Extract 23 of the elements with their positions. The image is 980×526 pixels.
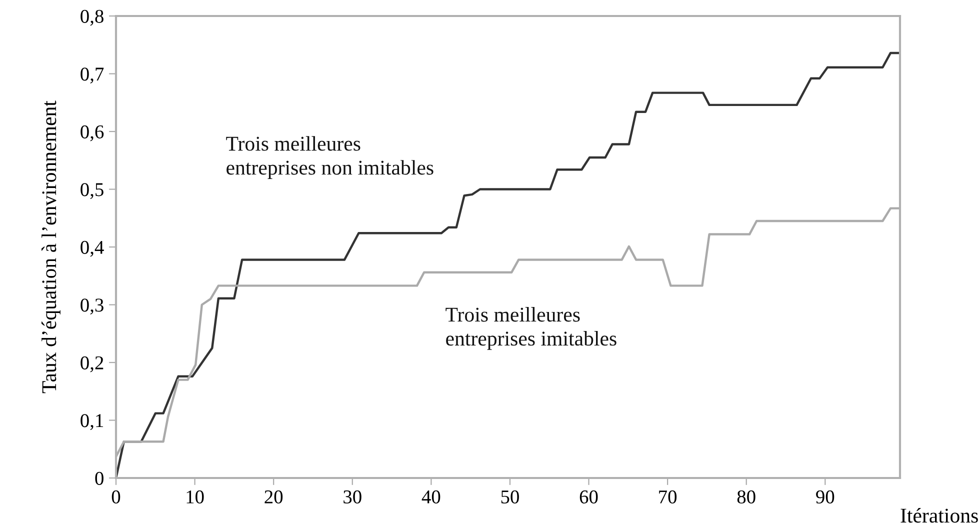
x-tick-label: 60 [580,490,598,504]
x-tick-label: 20 [264,490,283,504]
y-tick-label: 0,2 [80,356,104,372]
x-tick-label: 80 [737,490,756,504]
y-tick-label: 0 [95,472,104,485]
y-axis-title: Taux d’équation à l’environnement [42,100,60,394]
y-tick-label: 0,5 [80,183,104,199]
series-label: Trois meilleures entreprises non imitables [226,136,434,179]
y-tick-label: 0,6 [80,125,104,142]
x-tick-label: 30 [344,490,362,504]
x-tick-label: 90 [816,490,834,504]
x-tick-label: 50 [501,490,519,504]
y-tick-label: 0,1 [80,414,104,430]
x-tick-label: 10 [186,490,204,504]
y-tick-label: 0,3 [80,298,104,314]
x-tick-label: 40 [422,490,440,504]
x-tick-label: 70 [659,490,677,504]
x-axis-title: Itérations [900,508,978,523]
y-tick-label: 0,8 [80,10,104,26]
y-tick-label: 0,4 [80,240,104,257]
y-tick-label: 0,7 [80,68,104,84]
x-tick-label: 0 [112,490,120,504]
series-label: Trois meilleures entreprises imitables [446,307,616,350]
